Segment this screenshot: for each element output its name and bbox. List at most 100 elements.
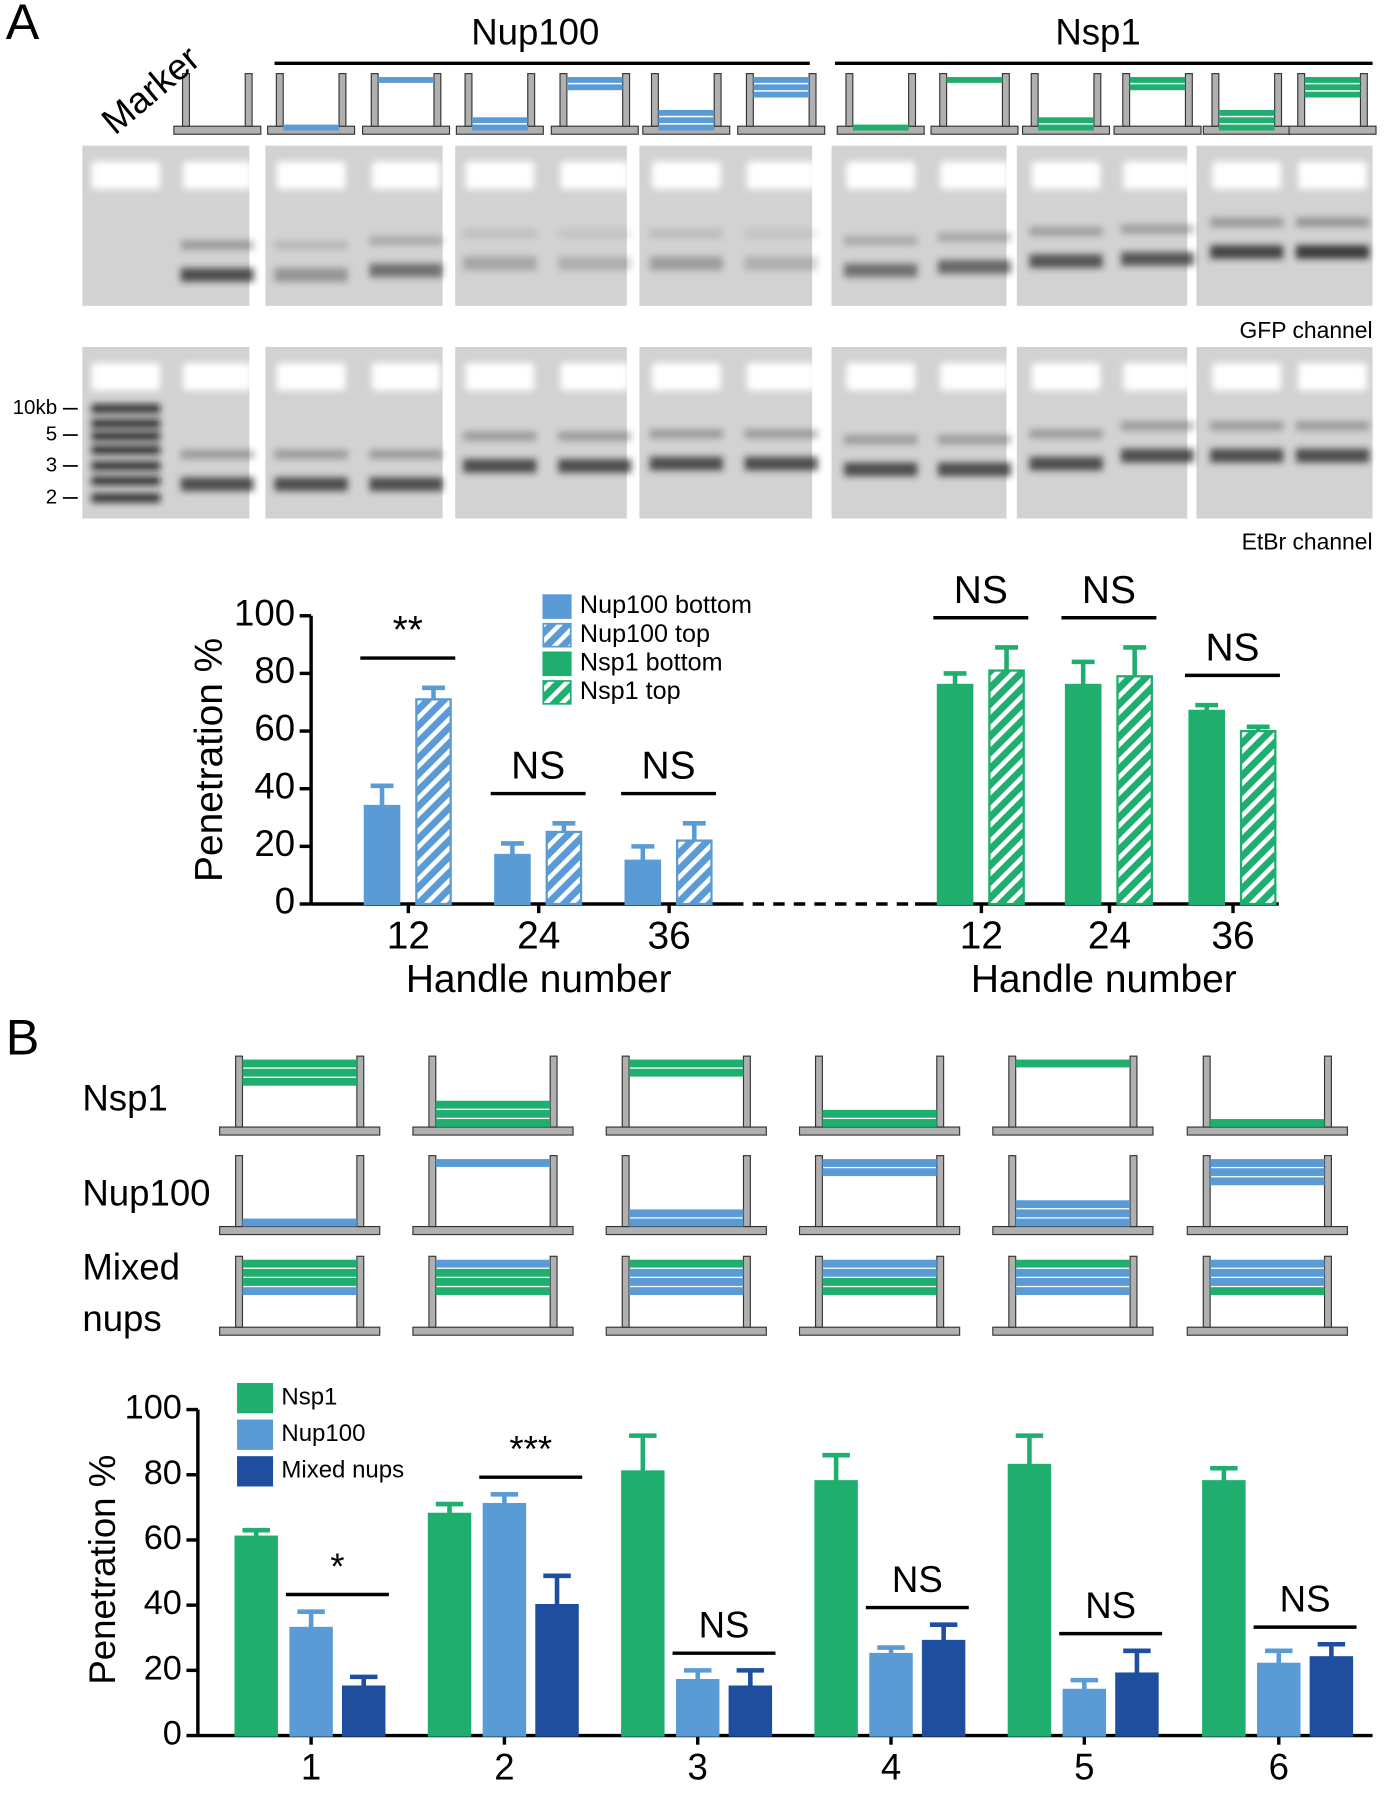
- pore: [992, 1055, 1154, 1136]
- x-tick-label: 5: [1074, 1747, 1094, 1788]
- group-label: Nsp1: [1055, 11, 1140, 52]
- y-axis-label: Penetration %: [82, 1455, 123, 1685]
- pore-post: [1211, 73, 1220, 127]
- pore-layer: [1038, 117, 1094, 124]
- pore-post: [1008, 1055, 1017, 1128]
- y-tick-label: 20: [144, 1649, 182, 1687]
- pore-post: [1359, 73, 1368, 127]
- well: [746, 161, 816, 190]
- band: [274, 268, 348, 282]
- pore-post: [745, 73, 754, 127]
- bar: [1239, 729, 1277, 906]
- pore-layer: [471, 117, 528, 124]
- row-label: Nsp1: [82, 1077, 167, 1118]
- y-tick-label: 60: [254, 708, 295, 749]
- legend-label: Nsp1 top: [580, 677, 681, 705]
- pore-post: [936, 1055, 945, 1128]
- pore-post: [464, 73, 473, 127]
- pore-layer: [471, 124, 528, 131]
- pore-base: [362, 125, 451, 135]
- well: [651, 161, 721, 190]
- y-tick-label: 80: [144, 1454, 182, 1492]
- pore-base: [992, 1225, 1154, 1236]
- bar: [545, 830, 583, 906]
- pore-layer: [1210, 1159, 1325, 1167]
- bar: [234, 1535, 278, 1737]
- pore-post: [549, 1255, 558, 1328]
- band: [180, 477, 254, 492]
- pore-post: [1323, 1255, 1332, 1328]
- pore-post: [742, 1055, 751, 1128]
- band: [844, 462, 918, 477]
- y-tick-label: 40: [254, 765, 295, 806]
- pore-layer: [1218, 117, 1275, 124]
- x-axis-label: Handle number: [406, 958, 672, 1001]
- pore-layer: [378, 77, 434, 83]
- ladder-label: 2: [46, 485, 57, 508]
- pore-layer: [1210, 1259, 1325, 1268]
- band: [1210, 421, 1284, 431]
- pore-layer: [435, 1100, 551, 1109]
- band: [649, 456, 723, 471]
- pore-post: [908, 73, 917, 127]
- pore-base: [1113, 125, 1202, 135]
- band: [744, 256, 818, 271]
- band: [274, 449, 348, 460]
- pore-layer: [435, 1268, 551, 1277]
- pore-post: [433, 73, 442, 127]
- pore: [455, 73, 544, 135]
- pore-layer: [822, 1109, 937, 1118]
- band: [369, 236, 443, 246]
- pore: [992, 1155, 1154, 1236]
- band: [844, 236, 918, 246]
- pore-layer: [629, 1059, 744, 1068]
- pore-post: [808, 73, 817, 127]
- pore-post: [235, 1155, 244, 1228]
- ladder-band: [91, 493, 161, 503]
- pore-base: [412, 1126, 574, 1136]
- band: [744, 429, 818, 439]
- pore-post: [936, 1255, 945, 1328]
- pore-post: [1274, 73, 1283, 127]
- bar: [427, 1512, 472, 1737]
- pore-layer: [1015, 1200, 1131, 1209]
- pore-post: [235, 1055, 244, 1128]
- bar: [1257, 1662, 1301, 1737]
- well: [1298, 362, 1367, 391]
- pore: [550, 73, 639, 135]
- pore-layer: [822, 1268, 937, 1277]
- ladder-band: [91, 461, 161, 471]
- x-tick-label: 36: [1211, 915, 1254, 958]
- band: [180, 449, 254, 460]
- group-label: Nup100: [471, 11, 599, 52]
- gels: [82, 145, 1373, 519]
- significance-label: NS: [1082, 569, 1136, 612]
- band: [558, 459, 632, 473]
- band: [744, 229, 818, 239]
- band: [1120, 448, 1195, 463]
- pore-layer: [1210, 1168, 1325, 1177]
- pore-post: [1093, 73, 1102, 127]
- pore-layer: [242, 1059, 357, 1068]
- x-tick-label: 12: [960, 915, 1003, 958]
- significance-label: NS: [511, 745, 565, 788]
- pore: [219, 1155, 381, 1236]
- pore-base: [219, 1225, 381, 1236]
- pore-post: [1008, 1155, 1017, 1228]
- legend-swatch: [542, 680, 572, 705]
- band: [369, 477, 443, 492]
- pore-layer: [1129, 77, 1186, 83]
- bar: [675, 1678, 720, 1737]
- bar: [1309, 1656, 1354, 1737]
- well: [1298, 161, 1367, 190]
- pore: [605, 1255, 767, 1336]
- pore-layer: [852, 124, 909, 131]
- significance-label: NS: [1280, 1579, 1331, 1620]
- pore: [1186, 1155, 1348, 1236]
- pore-post: [1323, 1155, 1332, 1228]
- well: [746, 362, 816, 391]
- pore: [267, 73, 356, 135]
- pore-layer: [435, 1278, 551, 1286]
- band: [180, 240, 254, 250]
